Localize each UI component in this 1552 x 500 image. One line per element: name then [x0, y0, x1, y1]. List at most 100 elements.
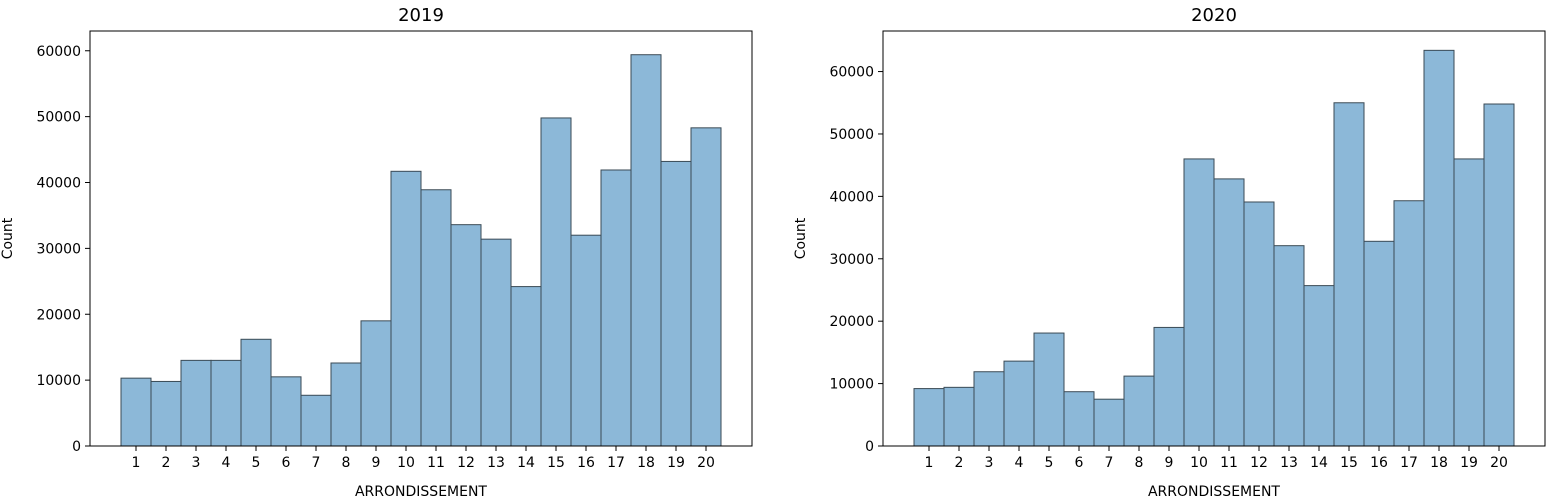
- bar-16: [1363, 240, 1395, 447]
- x-tick-label: 4: [1015, 455, 1024, 471]
- bar-5: [240, 338, 272, 447]
- bar-7: [1093, 398, 1125, 447]
- bar-19: [660, 160, 692, 447]
- y-tick-label: 40000: [36, 176, 81, 192]
- y-tick-label: 30000: [36, 241, 81, 257]
- x-tick-label: 7: [312, 455, 321, 471]
- x-tick-label: 1: [925, 455, 934, 471]
- bar-20: [1483, 103, 1515, 447]
- y-tick-label: 60000: [829, 65, 874, 81]
- bar-20: [690, 127, 722, 447]
- x-tick-label: 14: [517, 455, 535, 471]
- bar-1: [913, 388, 945, 447]
- x-tick-label: 4: [222, 455, 231, 471]
- x-tick-label: 8: [1135, 455, 1144, 471]
- bar-7: [300, 394, 332, 447]
- chart-2020: 1 2 3 4 5 6 7 8 9 10 11 12 13 14 15 16 17 18 19 20010000200…: [793, 5, 1546, 500]
- y-tick-label: 40000: [829, 189, 874, 205]
- bar-2: [150, 380, 182, 447]
- bar-18: [630, 54, 662, 447]
- y-tick-label: 30000: [829, 252, 874, 268]
- x-tick-label: 10: [1190, 455, 1208, 471]
- bar-4: [1003, 360, 1035, 447]
- plot-frame: [882, 30, 1546, 447]
- y-tick-label: 0: [72, 439, 81, 455]
- x-tick-label: 5: [1045, 455, 1054, 471]
- y-axis-label: Count: [0, 217, 16, 259]
- y-tick-label: 20000: [36, 307, 81, 323]
- x-tick-label: 2: [955, 455, 964, 471]
- x-tick-label: 16: [577, 455, 595, 471]
- x-tick-label: 14: [1310, 455, 1328, 471]
- y-tick-label: 0: [865, 439, 874, 455]
- y-tick-label: 10000: [829, 377, 874, 393]
- bar-15: [1333, 102, 1365, 447]
- x-tick-label: 2: [162, 455, 171, 471]
- bar-9: [1153, 326, 1185, 447]
- bar-14: [1303, 285, 1335, 447]
- bar-2: [943, 386, 975, 447]
- bar-3: [973, 371, 1005, 447]
- bar-16: [570, 234, 602, 447]
- bar-13: [1273, 245, 1305, 447]
- x-tick-label: 8: [342, 455, 351, 471]
- bar-4: [210, 359, 242, 447]
- bar-15: [540, 117, 572, 447]
- bar-5: [1033, 332, 1065, 447]
- x-tick-label: 16: [1370, 455, 1388, 471]
- x-tick-label: 6: [282, 455, 291, 471]
- chart-2019: 1 2 3 4 5 6 7 8 9 10 11 12 13 14 15 16 17 18 19 20010000200…: [0, 5, 753, 500]
- y-tick-label: 50000: [829, 127, 874, 143]
- x-tick-label: 20: [697, 455, 715, 471]
- bar-13: [480, 238, 512, 447]
- x-axis-label: ARRONDISSEMENT: [1148, 484, 1280, 500]
- x-tick-label: 3: [192, 455, 201, 471]
- bar-1: [120, 377, 152, 447]
- bar-12: [450, 224, 482, 447]
- bar-6: [1063, 391, 1095, 447]
- x-tick-label: 17: [607, 455, 625, 471]
- bar-6: [270, 376, 302, 447]
- y-tick-label: 60000: [36, 44, 81, 60]
- y-tick-label: 20000: [829, 314, 874, 330]
- x-tick-label: 13: [487, 455, 505, 471]
- bar-10: [1183, 158, 1215, 447]
- bar-18: [1423, 49, 1455, 447]
- bar-12: [1243, 201, 1275, 447]
- x-tick-label: 19: [667, 455, 685, 471]
- bar-11: [1213, 178, 1245, 447]
- bar-9: [360, 320, 392, 447]
- x-tick-label: 9: [1165, 455, 1174, 471]
- x-tick-label: 9: [372, 455, 381, 471]
- x-tick-label: 3: [985, 455, 994, 471]
- x-axis-label: ARRONDISSEMENT: [355, 484, 487, 500]
- x-tick-label: 12: [457, 455, 475, 471]
- x-tick-label: 11: [1220, 455, 1238, 471]
- plot-frame: [89, 30, 753, 447]
- bar-8: [330, 362, 362, 447]
- x-tick-label: 11: [427, 455, 445, 471]
- x-tick-label: 6: [1075, 455, 1084, 471]
- chart-title: 2020: [1191, 5, 1237, 26]
- y-tick-label: 10000: [36, 373, 81, 389]
- x-tick-label: 7: [1105, 455, 1114, 471]
- bar-19: [1453, 158, 1485, 447]
- bar-17: [600, 169, 632, 447]
- x-tick-label: 15: [1340, 455, 1358, 471]
- x-tick-label: 17: [1400, 455, 1418, 471]
- x-tick-label: 18: [1430, 455, 1448, 471]
- x-tick-label: 19: [1460, 455, 1478, 471]
- x-tick-label: 13: [1280, 455, 1298, 471]
- x-tick-label: 12: [1250, 455, 1268, 471]
- y-tick-label: 50000: [36, 110, 81, 126]
- chart-title: 2019: [398, 5, 444, 26]
- y-axis-label: Count: [793, 217, 809, 259]
- bar-11: [420, 189, 452, 447]
- x-tick-label: 18: [637, 455, 655, 471]
- x-tick-label: 20: [1490, 455, 1508, 471]
- bar-8: [1123, 375, 1155, 447]
- bar-10: [390, 170, 422, 447]
- x-tick-label: 15: [547, 455, 565, 471]
- bar-3: [180, 359, 212, 447]
